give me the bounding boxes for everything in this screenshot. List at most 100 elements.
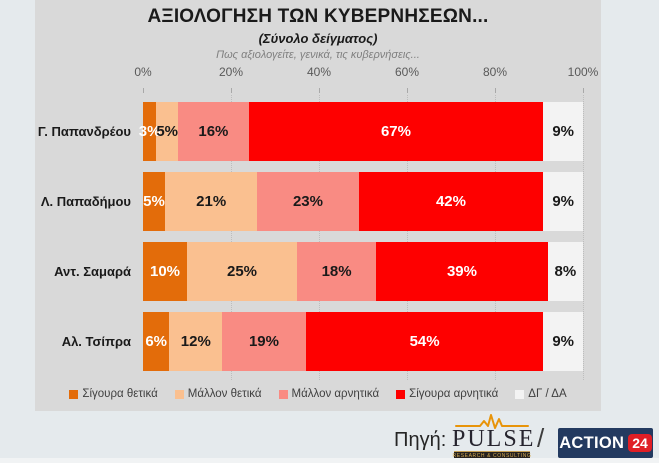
bar-segment: 16% [178, 102, 249, 161]
category-label: Αλ. Τσίπρα [61, 334, 131, 349]
bar-row: 5% 21% 23% 42% 9% [143, 172, 583, 231]
gridline [583, 95, 584, 380]
bar-segment: 54% [305, 312, 544, 371]
legend-swatch-icon [278, 389, 288, 399]
bar-value-label: 3% [138, 123, 161, 140]
x-axis-ticks [143, 88, 584, 94]
bottom-edge [0, 458, 659, 463]
pulse-logo-text: PULSE [452, 426, 536, 452]
bar-value-label: 9% [552, 333, 575, 350]
bar-value-label: 23% [292, 193, 323, 210]
chart-panel: ΑΞΙΟΛΟΓΗΣΗ ΤΩΝ ΚΥΒΕΡΝΗΣΕΩΝ... (Σύνολο δε… [35, 0, 601, 411]
x-tick-mark [319, 88, 320, 93]
legend-label: Μάλλον θετικά [187, 388, 262, 400]
bar-value-label: 21% [196, 193, 227, 210]
bar-value-label: 16% [198, 123, 229, 140]
gridline [231, 95, 232, 380]
bar-value-label: 25% [226, 263, 258, 280]
bar-segment: 39% [376, 242, 548, 301]
legend-item: Μάλλον αρνητικά [278, 388, 380, 400]
chart-subtitle: (Σύνολο δείγματος) [258, 31, 378, 46]
gridline [319, 95, 320, 380]
bar-segment: 8% [547, 242, 583, 301]
bar-value-label: 9% [552, 193, 575, 210]
legend-label: Μάλλον αρνητικά [291, 388, 380, 400]
pulse-heartbeat-icon [455, 414, 529, 429]
bar-value-label: 18% [321, 263, 352, 280]
bar-segment: 9% [543, 312, 583, 371]
bar-value-label: 9% [552, 123, 575, 140]
legend-item: Σίγουρα θετικά [69, 388, 158, 400]
category-label: Αντ. Σαμαρά [54, 264, 131, 279]
legend-item: ΔΓ / ΔΑ [515, 388, 567, 400]
bar-value-label: 67% [380, 123, 411, 140]
bar-segment: 3% [139, 102, 160, 161]
bar-segment: 19% [222, 312, 306, 371]
bar-segment: 25% [187, 242, 297, 301]
bar-value-label: 5% [143, 193, 165, 210]
bar-segment: 23% [257, 172, 359, 231]
bar-segment: 21% [165, 172, 258, 231]
legend-item: Σίγουρα αρνητικά [396, 388, 498, 400]
action24-logo: ACTION 24 [558, 428, 653, 458]
bar-segment: 6% [143, 312, 170, 371]
bar-value-label: 5% [156, 123, 179, 140]
legend-label: Σίγουρα θετικά [82, 388, 158, 400]
legend-swatch-icon [174, 389, 184, 399]
legend-swatch-icon [396, 389, 406, 399]
bar-row: 3% 5% 16% 67% 9% [139, 102, 583, 161]
legend: Σίγουρα θετικά Μάλλον θετικά Μάλλον αρνητι… [35, 388, 601, 400]
bar-segment: 18% [297, 242, 377, 301]
legend-item: Μάλλον θετικά [174, 388, 262, 400]
chart-question: Πως αξιολογείτε, γενικά, τις κυβερνήσεις… [216, 49, 420, 61]
legend-swatch-icon [515, 389, 525, 399]
category-axis: Γ. Παπανδρέου Λ. Παπαδήμου Αντ. Σαμαρά Αλ. … [35, 95, 136, 380]
bar-row: 10% 25% 18% 39% 8% [143, 242, 583, 301]
gridline [407, 95, 408, 380]
x-tick-label: 40% [306, 65, 332, 79]
legend-label: ΔΓ / ΔΑ [528, 388, 567, 400]
gridline [495, 95, 496, 380]
bar-value-label: 12% [180, 333, 211, 350]
bar-segment: 5% [156, 102, 179, 161]
bar-value-label: 54% [409, 333, 440, 350]
chart-title: ΑΞΙΟΛΟΓΗΣΗ ΤΩΝ ΚΥΒΕΡΝΗΣΕΩΝ... [147, 6, 489, 27]
bar-segment: 42% [358, 172, 544, 231]
bar-value-label: 10% [149, 263, 181, 280]
x-axis: 0% 20% 40% 60% 80% 100% [134, 65, 598, 81]
action24-logo-badge: 24 [628, 434, 652, 452]
action24-logo-text: ACTION [559, 433, 625, 452]
x-tick-mark [143, 88, 144, 93]
bar-segment: 9% [543, 172, 583, 231]
logo-separator: / [537, 423, 545, 453]
plot-area: 3% 5% 16% 67% 9% 5% 21% 23% 42% 9% 10% 25% 18% 39% 8% 6… [139, 95, 584, 380]
bar-segment: 10% [143, 242, 187, 301]
legend-label: Σίγουρα αρνητικά [409, 388, 499, 400]
category-label: Λ. Παπαδήμου [40, 194, 131, 209]
x-tick-label: 80% [482, 65, 508, 79]
bar-segment: 12% [169, 312, 223, 371]
x-tick-label: 20% [218, 65, 244, 79]
pulse-logo: PULSE RESEARCH & CONSULTING [452, 412, 536, 461]
x-tick-label: 100% [567, 65, 599, 79]
pulse-logo-tagline: RESEARCH & CONSULTING [452, 453, 532, 459]
x-tick-mark [495, 88, 496, 93]
x-tick-mark [583, 88, 584, 93]
source-label: Πηγή: [394, 429, 447, 451]
x-tick-mark [231, 88, 232, 93]
bar-row: 6% 12% 19% 54% 9% [143, 312, 583, 371]
bar-value-label: 8% [554, 263, 577, 280]
legend-swatch-icon [69, 389, 79, 399]
bar-value-label: 19% [248, 333, 279, 350]
bar-segment: 67% [248, 102, 544, 161]
bar-value-label: 6% [145, 333, 168, 350]
bar-value-label: 39% [446, 263, 477, 280]
x-tick-label: 60% [394, 65, 420, 79]
bar-segment: 5% [143, 172, 165, 231]
bar-value-label: 42% [435, 193, 466, 210]
x-tick-mark [407, 88, 408, 93]
bar-segment: 9% [543, 102, 583, 161]
category-label: Γ. Παπανδρέου [37, 124, 131, 139]
x-tick-label: 0% [134, 65, 152, 79]
